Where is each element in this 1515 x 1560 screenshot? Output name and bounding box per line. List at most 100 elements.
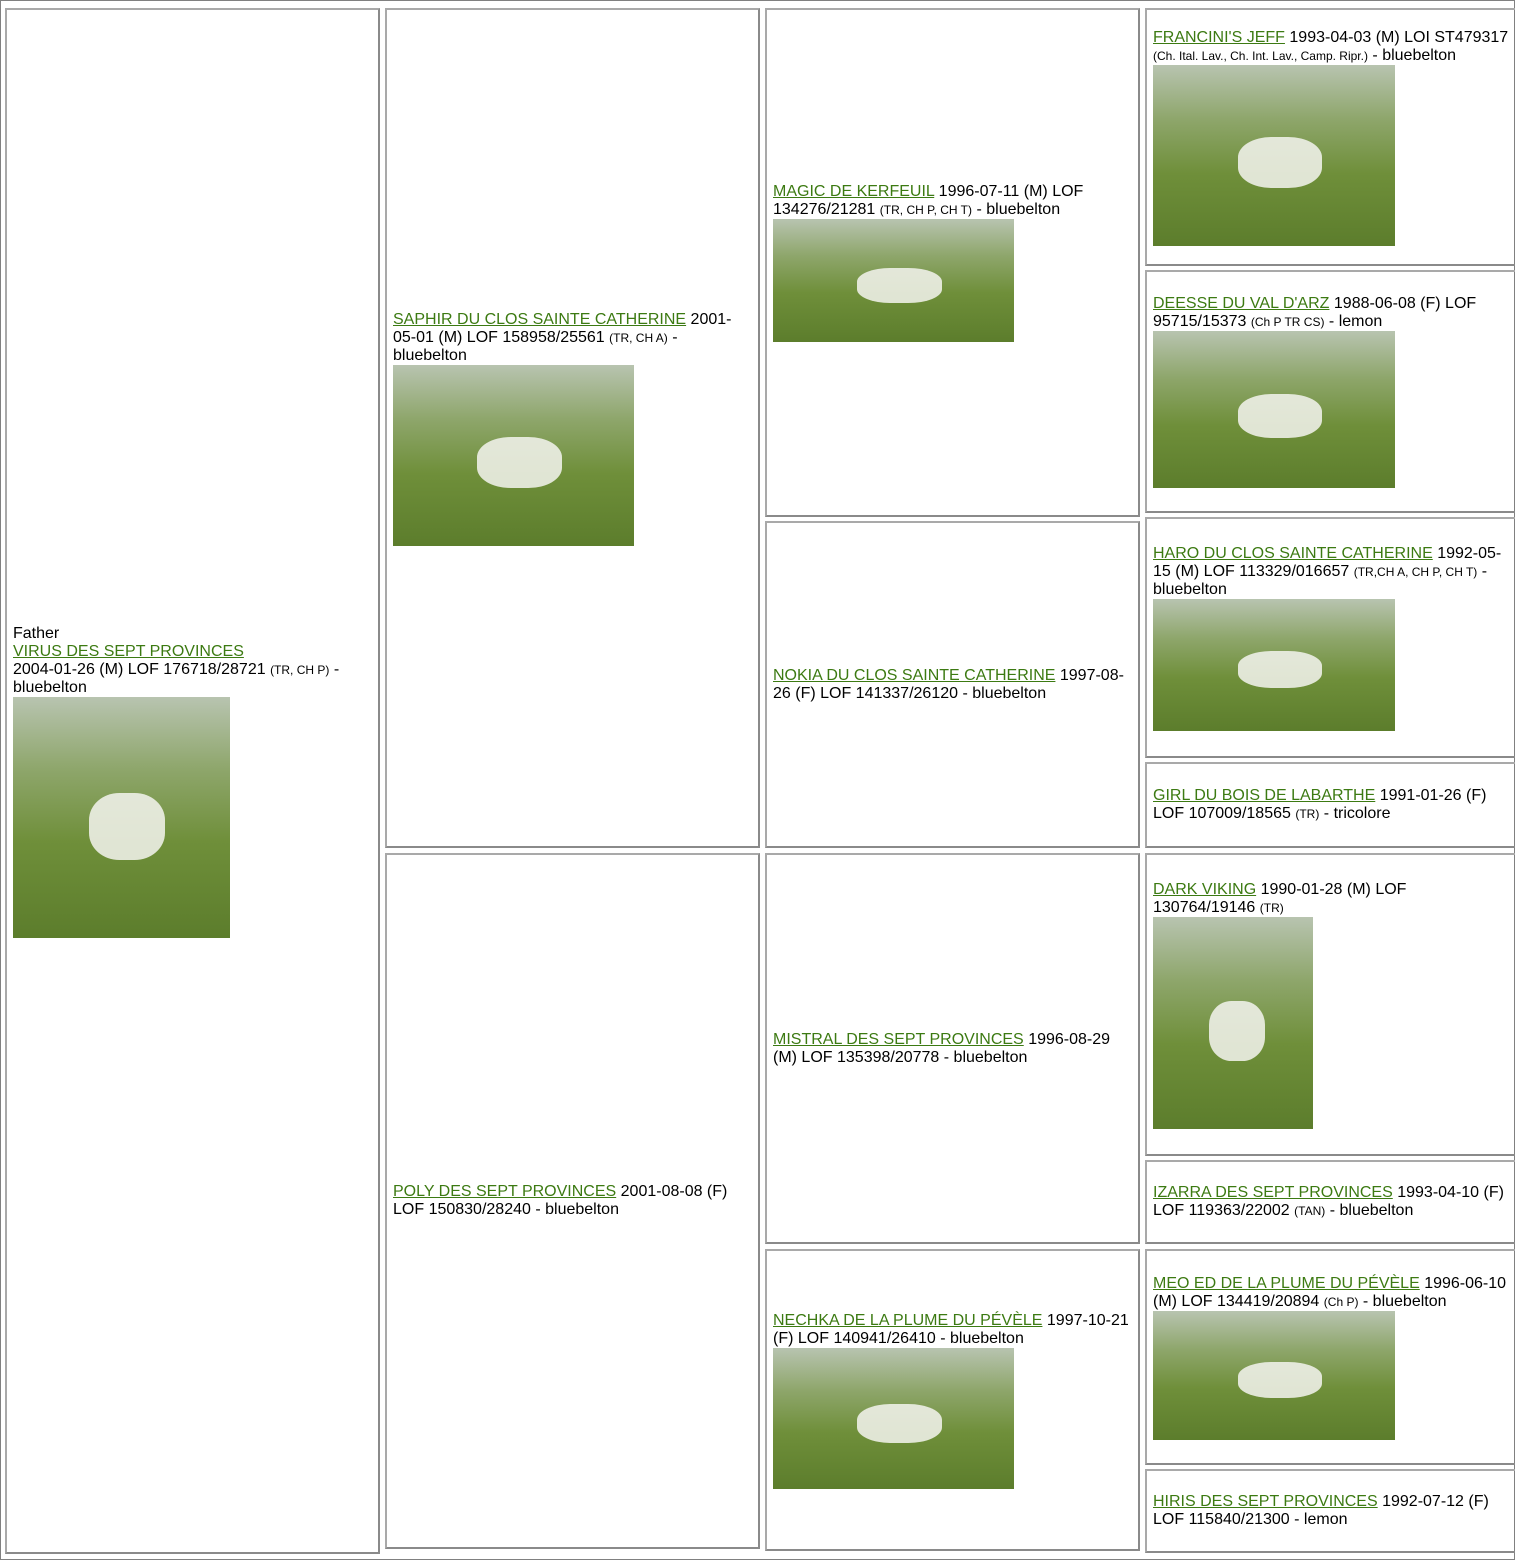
dog-photo [13, 696, 230, 938]
dog-titles: (TR,CH A, CH P, CH T) [1353, 564, 1478, 579]
dog-entry: HARO DU CLOS SAINTE CATHERINE 1992-05-15… [1153, 545, 1509, 731]
dog-entry: DARK VIKING 1990-01-28 (M) LOF 130764/19… [1153, 881, 1509, 1129]
dog-color: - bluebelton [1329, 1202, 1414, 1219]
cell: NECHKA DE LA PLUME DU PÉVÈLE 1997-10-21 … [765, 1249, 1140, 1551]
dog-name[interactable]: IZARRA DES SEPT PROVINCES [1153, 1184, 1393, 1201]
dog-entry: POLY DES SEPT PROVINCES 2001-08-08 (F) L… [393, 1183, 752, 1219]
dog-titles: (TR, CH P) [270, 662, 330, 677]
dog-name[interactable]: DARK VIKING [1153, 880, 1257, 898]
dog-color: - tricolore [1323, 805, 1391, 822]
dog-name[interactable]: VIRUS DES SEPT PROVINCES [13, 642, 244, 660]
cell: POLY DES SEPT PROVINCES 2001-08-08 (F) L… [385, 853, 760, 1549]
dog-entry: GIRL DU BOIS DE LABARTHE 1991-01-26 (F) … [1153, 787, 1509, 823]
dog-name[interactable]: HARO DU CLOS SAINTE CATHERINE [1153, 544, 1433, 562]
cell: HARO DU CLOS SAINTE CATHERINE 1992-05-15… [1145, 517, 1515, 758]
dog-titles: (Ch. Ital. Lav., Ch. Int. Lav., Camp. Ri… [1153, 48, 1368, 63]
dog-color: - bluebelton [976, 201, 1061, 218]
dog-text: HIRIS DES SEPT PROVINCES 1992-07-12 (F) … [1153, 1493, 1509, 1529]
dog-entry: DEESSE DU VAL D'ARZ 1988-06-08 (F) LOF 9… [1153, 295, 1509, 488]
dog-name[interactable]: GIRL DU BOIS DE LABARTHE [1153, 787, 1376, 804]
dog-text: POLY DES SEPT PROVINCES 2001-08-08 (F) L… [393, 1183, 752, 1219]
dog-text: HARO DU CLOS SAINTE CATHERINE 1992-05-15… [1153, 545, 1509, 599]
dog-entry: MEO ED DE LA PLUME DU PÉVÈLE 1996-06-10 … [1153, 1275, 1509, 1440]
dog-info: 1993-04-03 (M) LOI ST479317 [1289, 28, 1509, 46]
dog-name[interactable]: NOKIA DU CLOS SAINTE CATHERINE [773, 666, 1056, 684]
dog-name[interactable]: FRANCINI'S JEFF [1153, 28, 1285, 46]
cell: MEO ED DE LA PLUME DU PÉVÈLE 1996-06-10 … [1145, 1249, 1515, 1465]
cell: Father VIRUS DES SEPT PROVINCES 2004-01-2… [5, 8, 380, 1554]
dog-entry: NECHKA DE LA PLUME DU PÉVÈLE 1997-10-21 … [773, 1312, 1132, 1489]
dog-entry: MISTRAL DES SEPT PROVINCES 1996-08-29 (M… [773, 1031, 1132, 1067]
dog-info: 1990-01-28 (M) LOF 130764/19146 [1153, 880, 1407, 916]
dog-text: MEO ED DE LA PLUME DU PÉVÈLE 1996-06-10 … [1153, 1275, 1509, 1311]
dog-titles: (TR) [1295, 807, 1320, 821]
dog-entry: SAPHIR DU CLOS SAINTE CATHERINE 2001-05-… [393, 311, 752, 546]
dog-info: 2004-01-26 (M) LOF 176718/28721 [13, 660, 266, 678]
dog-entry: MAGIC DE KERFEUIL 1996-07-11 (M) LOF 134… [773, 183, 1132, 342]
dog-photo [1153, 916, 1313, 1129]
dog-color: - bluebelton [13, 660, 340, 696]
dog-text: SAPHIR DU CLOS SAINTE CATHERINE 2001-05-… [393, 311, 752, 365]
dog-text: DEESSE DU VAL D'ARZ 1988-06-08 (F) LOF 9… [1153, 295, 1509, 331]
dog-name[interactable]: HIRIS DES SEPT PROVINCES [1153, 1493, 1378, 1510]
dog-info: 1997-08-26 (F) LOF 141337/26120 [773, 666, 1124, 702]
dog-text: GIRL DU BOIS DE LABARTHE 1991-01-26 (F) … [1153, 787, 1509, 823]
dog-text: FRANCINI'S JEFF 1993-04-03 (M) LOI ST479… [1153, 29, 1509, 65]
dog-info: 1996-06-10 (M) LOF 134419/20894 [1153, 1274, 1507, 1310]
dog-text: DARK VIKING 1990-01-28 (M) LOF 130764/19… [1153, 881, 1509, 917]
dog-color: - bluebelton [1372, 46, 1457, 64]
cell: MISTRAL DES SEPT PROVINCES 1996-08-29 (M… [765, 853, 1140, 1244]
dog-color: - bluebelton [962, 684, 1047, 702]
cell: FRANCINI'S JEFF 1993-04-03 (M) LOI ST479… [1145, 8, 1515, 266]
cell: DEESSE DU VAL D'ARZ 1988-06-08 (F) LOF 9… [1145, 270, 1515, 513]
dog-color: - bluebelton [943, 1048, 1028, 1066]
dog-info: 1996-07-11 (M) LOF 134276/21281 [773, 183, 1084, 218]
cell: DARK VIKING 1990-01-28 (M) LOF 130764/19… [1145, 853, 1515, 1156]
dog-photo [1153, 331, 1395, 488]
dog-name[interactable]: SAPHIR DU CLOS SAINTE CATHERINE [393, 310, 687, 328]
dog-titles: (TAN) [1294, 1204, 1326, 1218]
dog-info: 1996-08-29 (M) LOF 135398/20778 [773, 1030, 1111, 1066]
dog-color: - bluebelton [535, 1201, 619, 1218]
dog-color: - lemon [1328, 313, 1383, 330]
dog-name[interactable]: DEESSE DU VAL D'ARZ [1153, 295, 1330, 312]
dog-entry: HIRIS DES SEPT PROVINCES 1992-07-12 (F) … [1153, 1493, 1509, 1529]
dog-entry: Father VIRUS DES SEPT PROVINCES 2004-01-2… [13, 625, 372, 938]
dog-text: VIRUS DES SEPT PROVINCES 2004-01-26 (M) … [13, 643, 372, 697]
dog-text: IZARRA DES SEPT PROVINCES 1993-04-10 (F)… [1153, 1184, 1509, 1220]
cell: MAGIC DE KERFEUIL 1996-07-11 (M) LOF 134… [765, 8, 1140, 517]
dog-photo [1153, 598, 1395, 731]
dog-name[interactable]: NECHKA DE LA PLUME DU PÉVÈLE [773, 1311, 1043, 1329]
dog-info: 1991-01-26 (F) LOF 107009/18565 [1153, 787, 1487, 822]
dog-name[interactable]: MISTRAL DES SEPT PROVINCES [773, 1030, 1024, 1048]
dog-name[interactable]: MEO ED DE LA PLUME DU PÉVÈLE [1153, 1274, 1420, 1292]
dog-entry: NOKIA DU CLOS SAINTE CATHERINE 1997-08-2… [773, 667, 1132, 703]
cell: GIRL DU BOIS DE LABARTHE 1991-01-26 (F) … [1145, 762, 1515, 848]
dog-photo [1153, 64, 1395, 246]
dog-color: - bluebelton [1153, 562, 1488, 598]
dog-photo [773, 219, 1014, 342]
dog-text: MISTRAL DES SEPT PROVINCES 1996-08-29 (M… [773, 1031, 1132, 1067]
dog-text: NECHKA DE LA PLUME DU PÉVÈLE 1997-10-21 … [773, 1312, 1132, 1348]
dog-name[interactable]: POLY DES SEPT PROVINCES [393, 1183, 617, 1200]
dog-info: 2001-05-01 (M) LOF 158958/25561 [393, 310, 732, 346]
cell: NOKIA DU CLOS SAINTE CATHERINE 1997-08-2… [765, 521, 1140, 848]
dog-info: 1988-06-08 (F) LOF 95715/15373 [1153, 295, 1477, 330]
dog-name[interactable]: MAGIC DE KERFEUIL [773, 183, 935, 200]
cell: IZARRA DES SEPT PROVINCES 1993-04-10 (F)… [1145, 1160, 1515, 1244]
dog-text: MAGIC DE KERFEUIL 1996-07-11 (M) LOF 134… [773, 183, 1132, 219]
dog-titles: (Ch P) [1323, 1294, 1359, 1309]
dog-color: - bluebelton [393, 328, 678, 364]
dog-info: 2001-08-08 (F) LOF 150830/28240 [393, 1183, 728, 1218]
dog-titles: (Ch P TR CS) [1250, 315, 1325, 329]
dog-info: 1992-07-12 (F) LOF 115840/21300 [1153, 1493, 1489, 1528]
dog-color: - bluebelton [940, 1329, 1024, 1347]
father-label: Father [13, 624, 60, 642]
dog-info: 1992-05-15 (M) LOF 113329/016657 [1153, 544, 1502, 580]
dog-entry: IZARRA DES SEPT PROVINCES 1993-04-10 (F)… [1153, 1184, 1509, 1220]
dog-photo [393, 364, 634, 546]
dog-photo [1153, 1310, 1395, 1440]
cell: HIRIS DES SEPT PROVINCES 1992-07-12 (F) … [1145, 1469, 1515, 1553]
dog-text: NOKIA DU CLOS SAINTE CATHERINE 1997-08-2… [773, 667, 1132, 703]
